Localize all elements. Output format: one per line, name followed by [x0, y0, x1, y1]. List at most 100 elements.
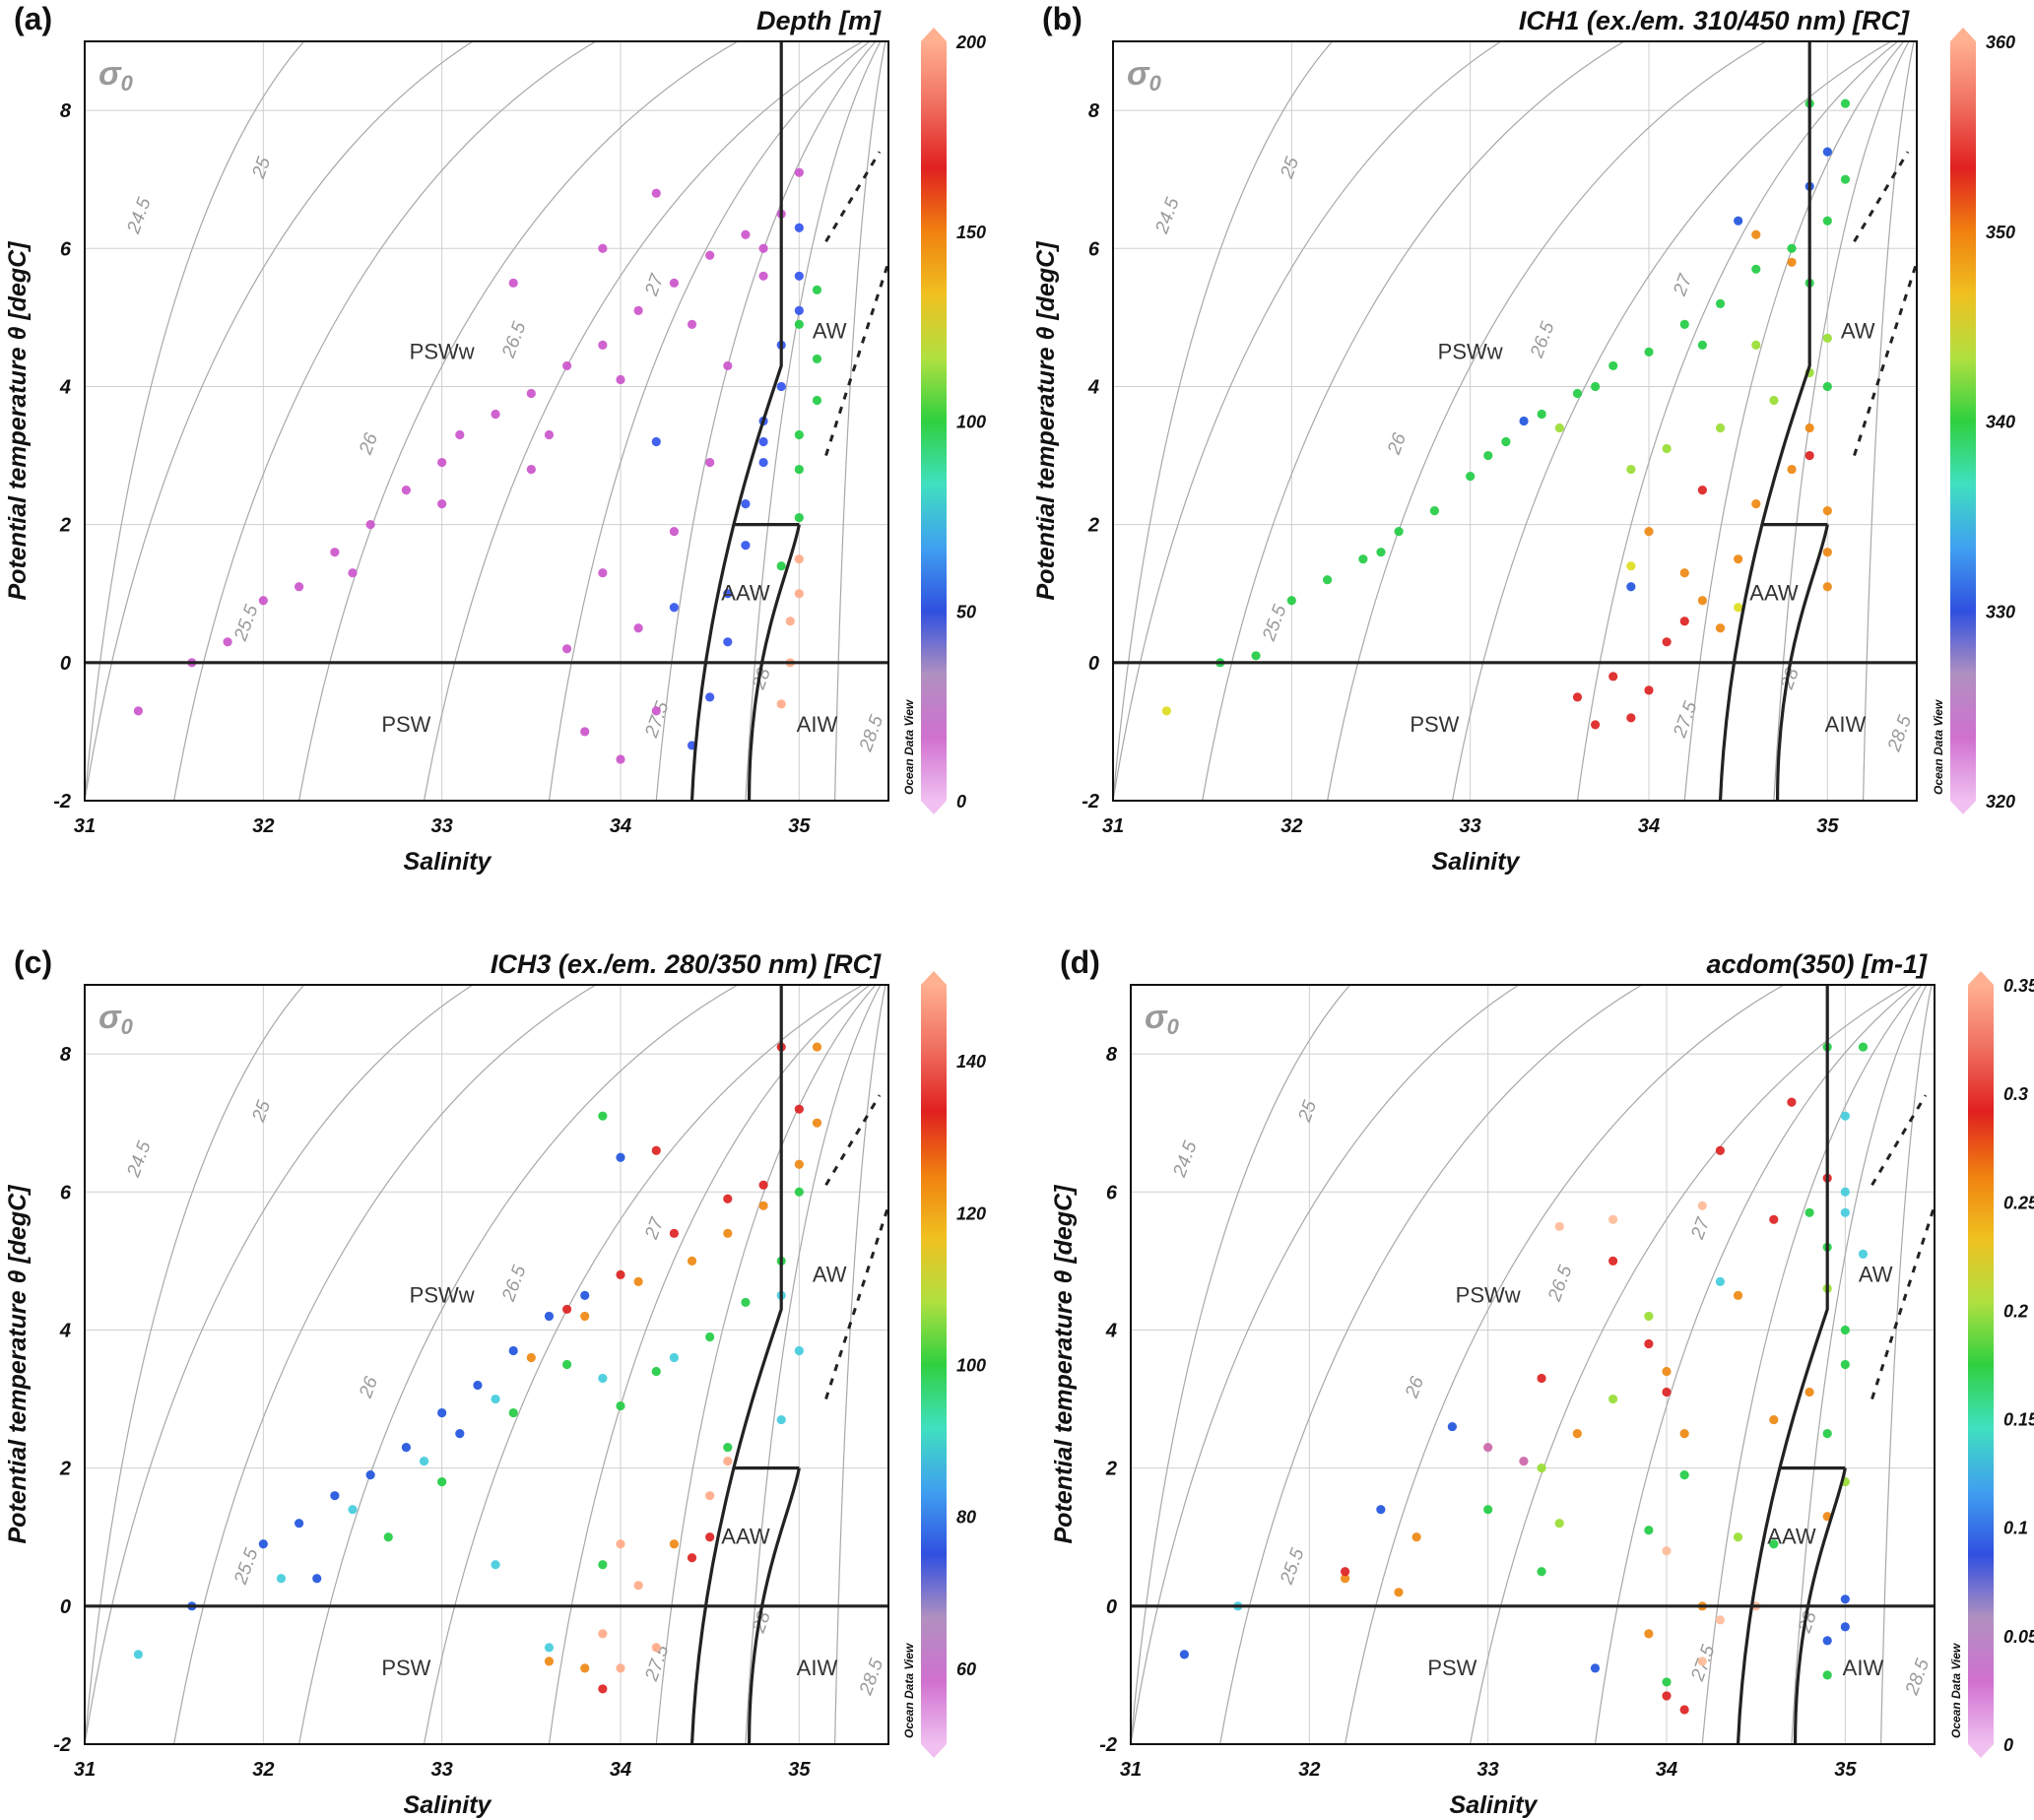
data-point [1411, 1532, 1421, 1542]
colorbar-tick-label: 140 [956, 1052, 986, 1072]
isopycnal-label: 24.5 [123, 1138, 156, 1181]
data-point [544, 1311, 555, 1322]
isopycnal-line [1451, 41, 1893, 801]
colorbar-bottom-arrow [921, 801, 947, 814]
data-point [794, 167, 804, 177]
isopycnal-line [423, 985, 865, 1744]
data-point [1840, 1111, 1850, 1121]
data-point [669, 1352, 680, 1363]
data-point [687, 1553, 697, 1563]
isopycnal-label: 27 [641, 1214, 669, 1243]
data-point [1608, 1214, 1618, 1224]
colorbar-tick-label: 330 [1986, 602, 2015, 621]
data-point [1662, 1546, 1672, 1556]
data-point [437, 457, 447, 468]
x-tick-label: 33 [431, 815, 453, 837]
isopycnal-line [423, 41, 865, 801]
data-point [794, 319, 804, 329]
data-point [1572, 388, 1583, 399]
data-point [223, 637, 232, 647]
data-point [758, 457, 768, 468]
data-point [562, 644, 572, 654]
water-mass-label: AW [1859, 1262, 1893, 1286]
data-point [1822, 1636, 1832, 1646]
isopycnal-label: 27 [641, 271, 669, 299]
water-mass-label: AAW [721, 581, 770, 606]
data-point [1769, 1539, 1779, 1549]
data-point [1483, 1443, 1493, 1453]
data-point [741, 229, 751, 239]
isopycnal-label: 27 [1687, 1214, 1715, 1243]
data-point [1626, 464, 1636, 475]
data-point [1697, 596, 1707, 606]
x-tick-label: 31 [74, 815, 96, 837]
isopycnal-line [548, 985, 871, 1744]
data-point [1679, 1428, 1689, 1439]
data-point [1161, 706, 1171, 716]
colorbar-tick-label: 50 [956, 602, 976, 621]
colorbar-bottom-arrow [921, 1744, 947, 1758]
dashed-limits [1870, 1094, 1936, 1400]
data-point [794, 271, 804, 281]
data-point [508, 1345, 518, 1356]
data-point [776, 561, 786, 571]
y-tick-label: 2 [1087, 515, 1099, 537]
data-point [1679, 1470, 1689, 1480]
aw-boundary [1736, 985, 1829, 1744]
y-tick-label: 6 [60, 1182, 72, 1203]
colorbar: 0 0.05 0.1 0.15 0.2 0.25 0.3 0.35 Ocean Data Vie… [1949, 971, 2034, 1758]
water-mass-label: PSW [1427, 1656, 1476, 1680]
data-point [491, 1394, 500, 1404]
data-point [437, 1407, 447, 1418]
scatter-points [133, 1042, 822, 1694]
data-point [616, 1269, 625, 1279]
data-point [365, 1470, 375, 1480]
data-point [1644, 1526, 1654, 1535]
water-mass-label: PSW [381, 712, 430, 737]
panel-letter: (a) [14, 1, 52, 36]
aiw-boundary [747, 1467, 801, 1744]
colorbar-tick-label: 0.35 [2003, 976, 2034, 996]
isopycnal-label: 28.5 [855, 1656, 887, 1698]
x-tick-label: 33 [1460, 815, 1481, 837]
water-mass-label: AAW [721, 1525, 770, 1549]
aw-boundary [1718, 41, 1811, 801]
data-point [1626, 582, 1636, 592]
data-point [437, 499, 447, 509]
x-axis-label: Salinity [404, 1791, 492, 1819]
colorbar-ramp [921, 985, 947, 1744]
data-point [758, 436, 768, 447]
data-point [1751, 229, 1761, 239]
data-point [1662, 1387, 1672, 1398]
data-point [1751, 499, 1761, 509]
data-point [1751, 264, 1761, 274]
y-tick-label: 8 [60, 100, 72, 122]
x-tick-label: 32 [1280, 815, 1302, 837]
isopycnal-label: 25 [248, 1097, 275, 1125]
sigma-subscript: 0 [121, 1014, 134, 1039]
isopycnal-label: 27.5 [1670, 698, 1702, 741]
data-point [526, 388, 536, 399]
sigma-label: σ0 [1127, 55, 1162, 96]
water-mass-label: PSW [381, 1656, 430, 1680]
data-point [1715, 1276, 1725, 1286]
data-point [812, 1118, 822, 1128]
data-point [1804, 1387, 1814, 1398]
data-point [1769, 1414, 1779, 1425]
isopycnal-label: 28.5 [855, 712, 887, 754]
data-point [1519, 1457, 1529, 1466]
data-point [1679, 319, 1689, 329]
data-point [1715, 298, 1726, 308]
data-point [812, 285, 822, 294]
data-point [295, 1519, 304, 1528]
data-point [1822, 381, 1832, 392]
data-point [1733, 1532, 1743, 1542]
data-point [812, 395, 822, 406]
data-point [1697, 485, 1707, 495]
panel-title: Depth [m] [756, 6, 882, 35]
plot-frame [84, 40, 889, 802]
isopycnal-line [85, 985, 305, 1744]
data-point [508, 278, 518, 288]
